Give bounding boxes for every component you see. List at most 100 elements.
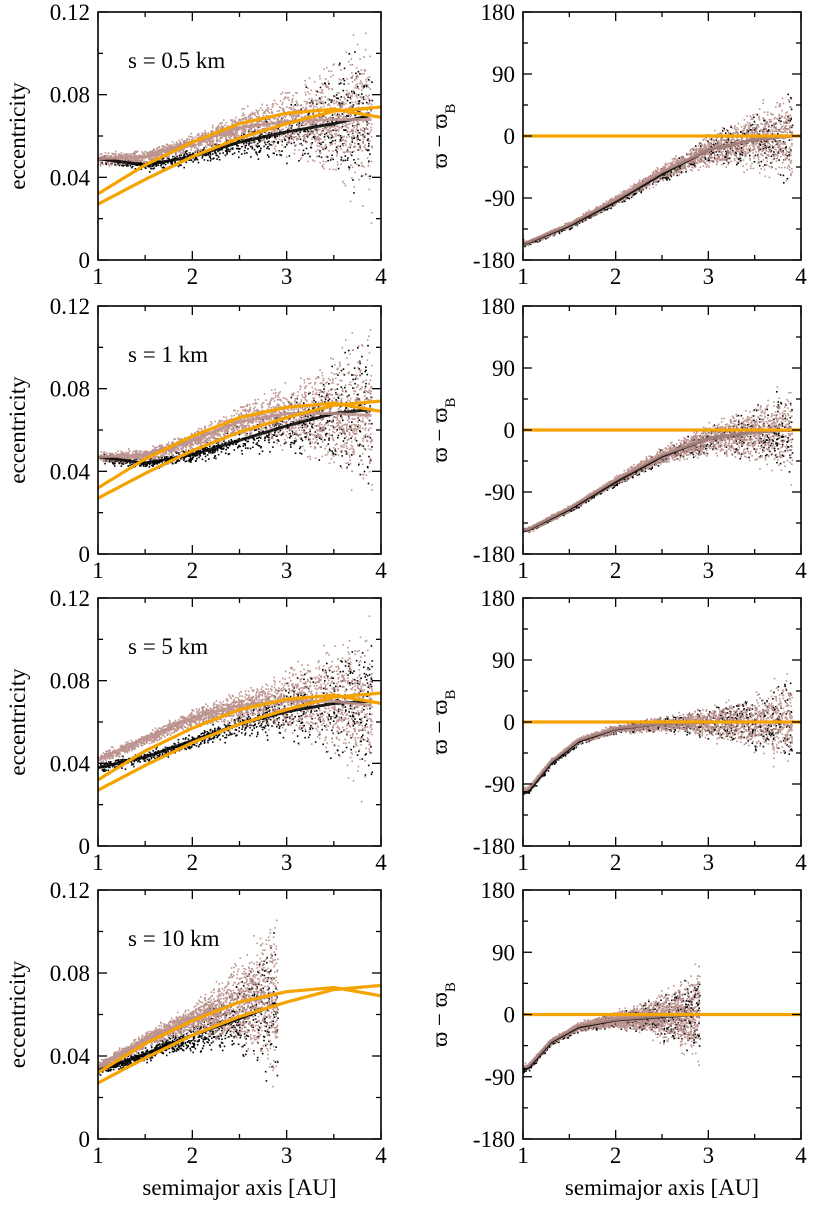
ticks — [97, 597, 382, 847]
panel-varpi-0.5km: 1 2 3 4 -180 -90 0 90 180 ϖ − ϖB — [427, 0, 807, 289]
panel-size-label: s = 10 km — [128, 926, 220, 951]
y-tick-label: 180 — [481, 586, 516, 611]
x-axis-title: semimajor axis [AU] — [142, 1175, 336, 1200]
panel-varpi-1km: 1 2 3 4 -180 -90 0 90 180 ϖ − ϖB — [427, 294, 807, 583]
model-curves — [98, 691, 381, 792]
y-tick-label: 180 — [481, 878, 516, 903]
y-axis-title: eccentricity — [5, 82, 30, 190]
x-tick-label: 4 — [375, 264, 387, 289]
panel-ecc-10km: 1 2 3 4 0 0.04 0.08 0.12 eccentricity s = 10 km se… — [5, 878, 387, 1200]
y-tick-label: -180 — [473, 1127, 515, 1152]
x-tick-label: 1 — [92, 558, 104, 583]
ticks — [522, 889, 802, 1140]
model-curves — [98, 983, 381, 1085]
x-tick-label: 3 — [281, 264, 293, 289]
x-tick-label: 3 — [703, 264, 715, 289]
y-tick-label: -90 — [484, 772, 515, 797]
y-tick-label: 90 — [492, 940, 515, 965]
panel-ecc-5km: 1 2 3 4 0 0.04 0.08 0.12 eccentricity s = 5 km — [5, 586, 387, 875]
y-tick-label: 0 — [504, 1003, 516, 1028]
pink-particles — [523, 97, 794, 247]
pink-trend — [98, 412, 372, 459]
ticks — [522, 11, 802, 261]
x-tick-label: 4 — [375, 1143, 387, 1168]
y-tick-label: 0.04 — [50, 1044, 91, 1069]
x-tick-label: 2 — [610, 1143, 622, 1168]
scatter-cloud — [523, 386, 794, 534]
y-tick-label: 90 — [492, 648, 515, 673]
y-axis-title: ϖ − ϖB — [427, 982, 459, 1047]
y-tick-label: 0.04 — [50, 165, 91, 190]
curve-A — [98, 985, 381, 1074]
x-tick-label: 3 — [281, 1143, 293, 1168]
model-curves — [98, 105, 381, 206]
y-tick-label: 0.12 — [50, 0, 90, 25]
curve-A — [98, 693, 381, 782]
x-tick-label: 1 — [92, 850, 104, 875]
x-tick-label: 2 — [187, 558, 199, 583]
y-tick-label: 0.12 — [50, 294, 90, 319]
x-tick-label: 3 — [281, 558, 293, 583]
curve-A — [98, 107, 381, 196]
y-tick-label: -180 — [473, 834, 515, 859]
x-tick-label: 2 — [610, 558, 622, 583]
x-tick-label: 1 — [517, 1143, 529, 1168]
curve-B — [98, 105, 381, 206]
pink-trend — [523, 134, 792, 244]
y-tick-label: 0 — [79, 542, 91, 567]
x-tick-label: 2 — [187, 264, 199, 289]
scatter-cloud — [523, 673, 794, 795]
curve-B — [98, 983, 381, 1085]
x-tick-label: 3 — [281, 850, 293, 875]
y-tick-label: 90 — [492, 62, 515, 87]
black-particles — [523, 682, 793, 795]
y-tick-label: 0.12 — [50, 586, 90, 611]
y-tick-label: -90 — [484, 1065, 515, 1090]
y-tick-label: 0 — [504, 710, 516, 735]
x-tick-label: 4 — [795, 1143, 807, 1168]
scatter-cloud — [523, 93, 794, 248]
curve-B — [98, 691, 381, 792]
x-tick-label: 3 — [703, 1143, 715, 1168]
x-tick-label: 4 — [795, 264, 807, 289]
panel-size-label: s = 0.5 km — [128, 48, 225, 73]
y-tick-label: 0.08 — [50, 83, 90, 108]
x-tick-label: 2 — [610, 264, 622, 289]
x-tick-label: 4 — [375, 558, 387, 583]
pink-trend — [523, 428, 792, 531]
x-tick-label: 1 — [92, 1143, 104, 1168]
x-tick-label: 1 — [517, 558, 529, 583]
black-trend — [98, 407, 372, 465]
x-tick-label: 2 — [187, 850, 199, 875]
x-tick-label: 3 — [703, 558, 715, 583]
ticks — [97, 889, 382, 1140]
pink-trend — [98, 699, 372, 761]
y-tick-label: 180 — [481, 294, 516, 319]
y-tick-label: -90 — [484, 480, 515, 505]
x-tick-label: 2 — [610, 850, 622, 875]
x-tick-label: 2 — [187, 1143, 199, 1168]
black-particles — [523, 93, 794, 248]
ticks — [97, 11, 382, 261]
y-axis-title: eccentricity — [5, 668, 30, 776]
y-axis-title: eccentricity — [5, 376, 30, 484]
x-tick-label: 3 — [703, 850, 715, 875]
ticks — [97, 305, 382, 555]
curve-B — [98, 399, 381, 500]
y-axis-title: ϖ − ϖB — [427, 104, 459, 169]
panel-size-label: s = 5 km — [128, 634, 208, 659]
x-tick-label: 4 — [795, 850, 807, 875]
y-tick-label: 0.04 — [50, 751, 91, 776]
y-tick-label: 0.08 — [50, 961, 90, 986]
y-tick-label: 0.08 — [50, 377, 90, 402]
pink-trend — [98, 118, 372, 161]
panel-varpi-10km: 1 2 3 4 -180 -90 0 90 180 ϖ − ϖB semimajor axis [A… — [427, 878, 807, 1200]
x-tick-label: 1 — [517, 850, 529, 875]
panel-ecc-1km: 1 2 3 4 0 0.04 0.08 0.12 eccentricity s = 1 km — [5, 294, 387, 583]
scatter-cloud — [523, 963, 701, 1073]
y-tick-label: 0.04 — [50, 459, 91, 484]
y-tick-label: 0.08 — [50, 669, 90, 694]
x-tick-label: 4 — [795, 558, 807, 583]
y-tick-label: 0 — [504, 418, 516, 443]
panel-ecc-0.5km: 1 2 3 4 0 0.04 0.08 0.12 eccentricity s = 0.5 km — [5, 0, 387, 289]
